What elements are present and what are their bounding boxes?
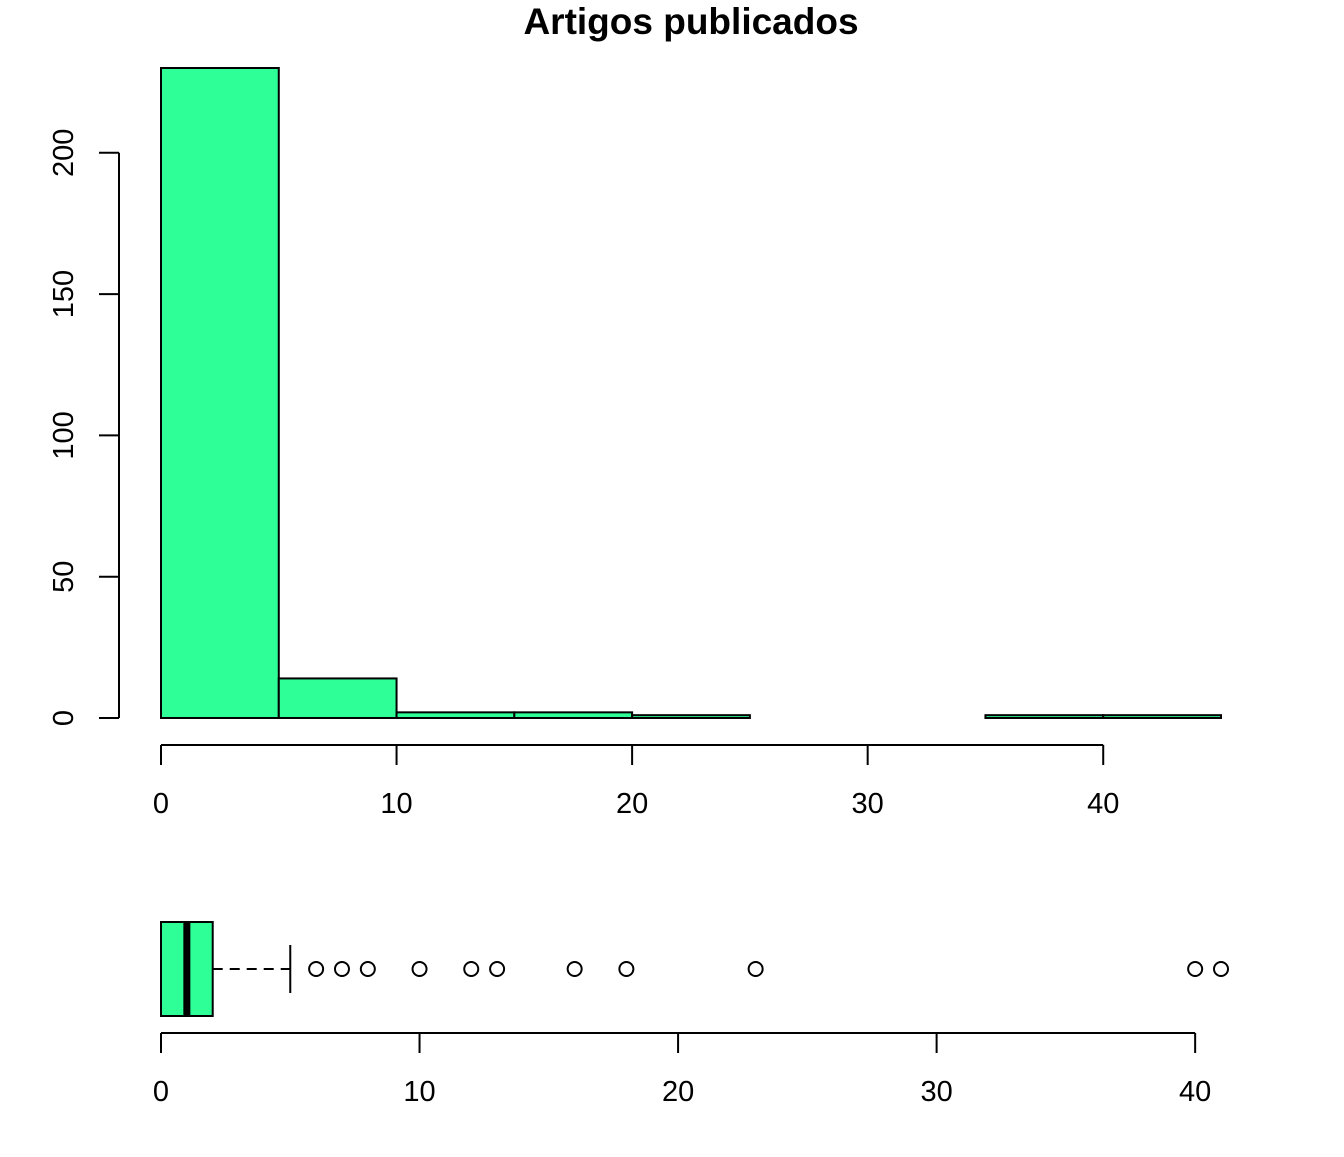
histogram-bar-7: [984, 714, 1105, 719]
boxplot-outlier-1: [333, 961, 350, 977]
boxplot-outlier-5: [489, 961, 506, 977]
histogram-x-tick-label-3: 30: [852, 788, 884, 820]
boxplot-outlier-0: [308, 961, 325, 977]
boxplot-outlier-10: [1213, 961, 1229, 977]
boxplot-x-tick-label-0: 0: [153, 1076, 169, 1108]
boxplot: 0 10 20 30 40: [153, 921, 1229, 1108]
histogram: 0 50 100 150 200 0 10 20 30 40: [48, 67, 1222, 820]
histogram-x-tick-label-4: 40: [1087, 788, 1119, 820]
boxplot-outlier-8: [747, 961, 764, 977]
boxplot-x-tick-label-2: 20: [662, 1076, 694, 1108]
histogram-y-tick-label-4: 200: [48, 129, 80, 177]
histogram-y-tick-label-2: 100: [48, 411, 80, 459]
histogram-y-tick-label-1: 50: [48, 561, 80, 593]
histogram-x-tick-label-0: 0: [153, 788, 169, 820]
histogram-x-tick-label-1: 10: [380, 788, 412, 820]
boxplot-outlier-6: [566, 961, 583, 977]
histogram-bar-2: [395, 711, 516, 720]
boxplot-outlier-3: [411, 961, 428, 977]
histogram-x-tick-label-2: 20: [616, 788, 648, 820]
histogram-bar-0: [160, 67, 280, 719]
boxplot-x-tick-label-1: 10: [403, 1076, 435, 1108]
boxplot-outlier-7: [618, 961, 635, 977]
histogram-y-tick-label-0: 0: [48, 710, 80, 726]
histogram-bar-8: [1102, 714, 1222, 719]
histogram-bar-1: [277, 677, 398, 719]
histogram-bar-3: [513, 711, 634, 720]
boxplot-x-tick-label-3: 30: [920, 1076, 952, 1108]
chart-title: Artigos publicados: [523, 1, 858, 42]
boxplot-outlier-2: [359, 961, 376, 977]
boxplot-outlier-4: [463, 961, 480, 977]
histogram-y-tick-label-3: 150: [48, 270, 80, 318]
boxplot-x-tick-label-4: 40: [1179, 1076, 1211, 1108]
boxplot-outlier-9: [1187, 961, 1204, 977]
histogram-bar-4: [631, 714, 751, 719]
